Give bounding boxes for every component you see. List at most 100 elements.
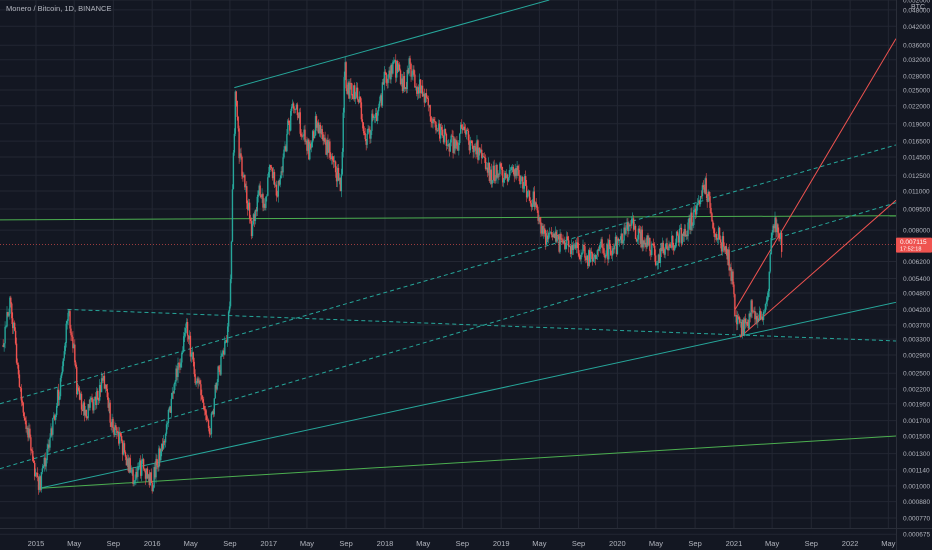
candle-body — [662, 242, 664, 250]
candle-body — [443, 128, 446, 143]
candle-body — [457, 145, 459, 151]
candle-body — [230, 241, 233, 280]
candle-body — [179, 364, 181, 368]
candle-body — [215, 384, 217, 390]
candle-body — [646, 235, 648, 248]
candle-body — [222, 350, 224, 354]
candle-body — [81, 409, 84, 412]
candle-body — [503, 178, 505, 183]
candle-body — [69, 311, 71, 329]
x-tick-label: Sep — [339, 539, 352, 548]
candle-body — [183, 336, 185, 352]
candle-body — [472, 145, 474, 153]
y-tick-label: 0.048000 — [903, 7, 930, 14]
candle-body — [267, 177, 269, 196]
candle-body — [234, 91, 237, 134]
candle-body — [600, 239, 602, 244]
candle-body — [673, 245, 675, 251]
candle-body — [550, 232, 553, 235]
candle-body — [311, 142, 313, 148]
candle-body — [468, 140, 471, 151]
candle-body — [449, 142, 451, 152]
x-tick-label: May — [416, 539, 430, 548]
candle-body — [343, 77, 345, 113]
candle-body — [121, 441, 124, 455]
candle-body — [254, 210, 257, 222]
candle-body — [279, 178, 281, 185]
candle-body — [639, 231, 642, 244]
candle-body — [369, 129, 371, 139]
candle-body — [296, 104, 299, 116]
candle-body — [333, 161, 336, 163]
y-tick-label: 0.001300 — [903, 451, 930, 458]
candle-body — [524, 176, 527, 186]
candle-body — [539, 216, 541, 223]
candle-body — [301, 135, 303, 137]
candle-body — [670, 246, 672, 248]
candle-body — [209, 433, 212, 435]
candle-body — [386, 82, 388, 84]
candle-body — [534, 202, 536, 207]
candle-body — [486, 167, 489, 173]
candle-body — [637, 228, 640, 240]
candle-body — [413, 69, 415, 75]
candle-body — [511, 166, 514, 168]
y-tick-label: 0.006200 — [903, 259, 930, 266]
x-tick-label: 2016 — [144, 539, 161, 548]
chart-title: Monero / Bitcoin, 1D, BINANCE — [6, 4, 112, 13]
candle-body — [251, 224, 254, 237]
candle-body — [732, 271, 734, 285]
candle-body — [295, 104, 298, 110]
y-tick-label: 0.002900 — [903, 352, 930, 359]
candle-body — [327, 140, 329, 153]
candle-body — [137, 466, 139, 477]
candle-body — [618, 239, 621, 242]
candle-body — [77, 387, 80, 391]
candle-body — [407, 69, 409, 74]
candle-body — [27, 427, 29, 438]
candle-body — [666, 243, 668, 249]
candle-body — [720, 242, 723, 252]
candle-body — [780, 232, 782, 240]
candle-body — [153, 467, 155, 488]
candle-body — [364, 133, 366, 140]
candle-body — [634, 225, 637, 240]
candle-body — [171, 392, 173, 399]
candle-body — [4, 326, 6, 344]
candle-body — [247, 202, 250, 210]
candle-body — [523, 186, 525, 189]
candle-body — [356, 87, 359, 100]
candle-body — [776, 224, 778, 232]
candle-body — [192, 352, 194, 362]
candle-body — [524, 176, 526, 187]
candle-body — [258, 185, 260, 191]
candle-body — [338, 177, 341, 181]
candle-body — [444, 128, 447, 134]
candle-body — [567, 240, 570, 247]
candle-body — [699, 196, 702, 205]
candle-body — [102, 375, 105, 381]
candle-body — [526, 191, 529, 198]
candle-body — [157, 465, 159, 468]
candle-body — [334, 161, 337, 173]
candle-body — [57, 389, 60, 400]
candle-body — [290, 110, 292, 131]
candle-body — [414, 74, 416, 88]
candle-body — [144, 470, 147, 479]
candle-body — [555, 231, 557, 242]
candle-body — [612, 248, 615, 250]
candle-body — [368, 128, 370, 130]
candle-body — [195, 382, 197, 384]
candle-body — [507, 177, 510, 182]
candle-body — [262, 194, 264, 208]
candle-body — [758, 318, 760, 320]
candle-body — [342, 112, 344, 152]
candle-body — [681, 233, 684, 244]
candle-body — [165, 424, 168, 434]
candle-body — [594, 255, 597, 260]
candle-body — [669, 244, 671, 247]
candle-body — [11, 303, 13, 319]
candle-body — [741, 319, 744, 336]
candle-body — [172, 392, 174, 394]
candle-body — [345, 62, 347, 89]
